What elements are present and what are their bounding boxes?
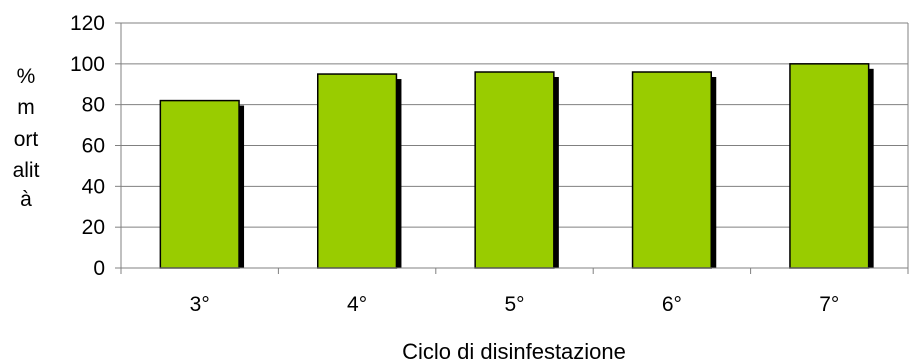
bars <box>159 63 874 269</box>
x-axis-label: Ciclo di disinfestazione <box>402 339 626 359</box>
y-axis-label-line: à <box>20 188 32 211</box>
y-tick-label: 60 <box>82 135 105 158</box>
y-tick-label: 100 <box>70 53 105 76</box>
y-tick-label: 40 <box>82 175 105 198</box>
x-tick-labels: 3° 4° 5° 6° 7° <box>190 293 840 316</box>
y-tick-labels: 0 20 40 60 80 100 120 <box>70 12 105 280</box>
bar <box>474 71 555 269</box>
bar <box>789 63 870 269</box>
y-tick-label: 120 <box>70 12 105 35</box>
bar <box>317 73 398 269</box>
bar <box>159 99 240 269</box>
bar <box>631 71 712 269</box>
y-axis-label-line: ort <box>14 128 39 151</box>
y-axis-label-line: m <box>17 96 35 119</box>
y-axis-label: % m ort alit à <box>13 65 40 211</box>
y-tick-label: 0 <box>93 257 105 280</box>
y-axis-label-line: % <box>17 65 36 88</box>
y-tick-label: 80 <box>82 94 105 117</box>
x-tick-label: 4° <box>347 293 367 316</box>
x-tick-label: 3° <box>190 293 210 316</box>
y-axis-label-line: alit <box>13 159 40 182</box>
x-tick-label: 7° <box>819 293 839 316</box>
y-tick-label: 20 <box>82 216 105 239</box>
axes <box>115 22 909 274</box>
x-tick-label: 5° <box>504 293 524 316</box>
x-tick-label: 6° <box>662 293 682 316</box>
